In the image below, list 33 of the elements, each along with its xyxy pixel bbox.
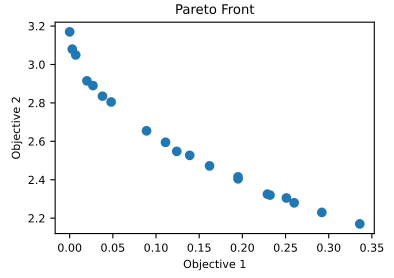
chart-title: Pareto Front: [176, 4, 254, 14]
x-tick-label: 0.30: [317, 243, 340, 252]
y-axis-title: Objective 2: [11, 97, 22, 159]
point: [98, 91, 108, 102]
point: [289, 198, 300, 208]
point: [142, 126, 152, 136]
point: [184, 150, 195, 160]
point: [354, 219, 365, 229]
x-tick-label: 0.35: [360, 243, 384, 252]
point: [265, 190, 275, 200]
point: [204, 161, 214, 171]
point: [172, 146, 182, 156]
point: [316, 208, 327, 218]
y-tick-label: 2.2: [28, 214, 44, 222]
point: [106, 97, 116, 107]
point: [160, 137, 170, 148]
y-tick-label: 2.8: [28, 98, 45, 108]
y-tick-label: 3.0: [28, 60, 45, 69]
point: [282, 193, 292, 203]
point: [64, 26, 75, 37]
x-tick-label: 0.10: [144, 243, 168, 252]
x-axis-title: Objective 1: [184, 260, 246, 270]
x-tick-label: 0.20: [230, 243, 254, 252]
x-tick-label: 0.05: [101, 243, 124, 252]
point: [70, 50, 81, 60]
point: [88, 80, 98, 90]
x-tick-label: 0.00: [58, 243, 82, 252]
y-tick-label: 3.2: [28, 22, 44, 30]
y-tick-label: 2.6: [28, 137, 45, 146]
x-tick-label: 0.15: [188, 243, 211, 252]
point: [82, 76, 92, 86]
y-tick-label: 2.4: [28, 176, 45, 184]
x-tick-label: 0.25: [274, 243, 297, 252]
